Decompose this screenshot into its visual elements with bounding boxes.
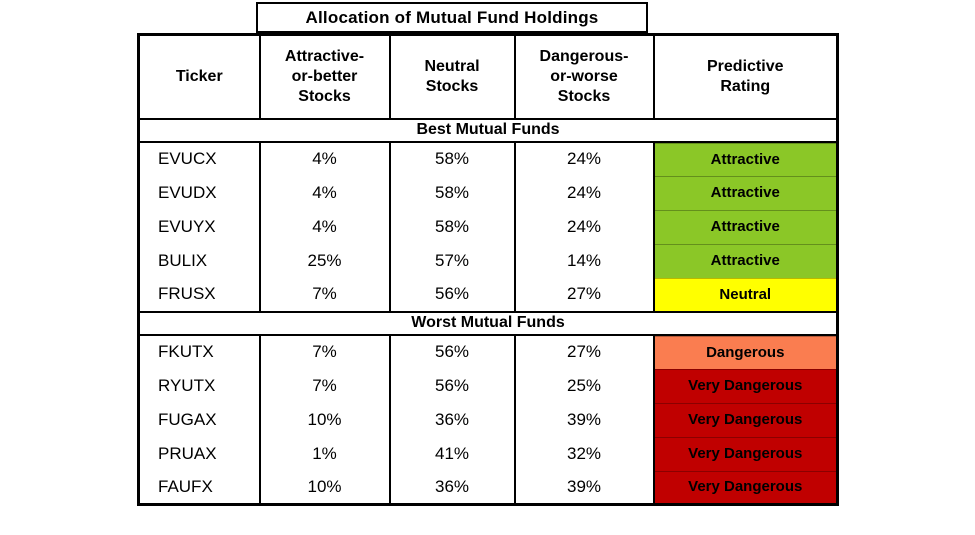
attractive-pct-cell: 4% — [259, 209, 391, 244]
ticker-cell: EVUCX — [138, 141, 261, 176]
ticker-cell: BULIX — [138, 243, 261, 278]
column-header-dangerous-or-worse: Dangerous- or-worse Stocks — [514, 34, 655, 120]
dangerous-pct-cell: 14% — [514, 243, 655, 278]
rating-cell: Very Dangerous — [653, 368, 839, 403]
column-header-ticker: Ticker — [138, 34, 261, 120]
table-row: FKUTX 7% 56% 27% Dangerous — [138, 334, 839, 369]
dangerous-pct-cell: 25% — [514, 368, 655, 403]
attractive-pct-cell: 25% — [259, 243, 391, 278]
column-header-attractive-or-better: Attractive- or-better Stocks — [259, 34, 391, 120]
rating-cell: Dangerous — [653, 334, 839, 369]
table-row: EVUDX 4% 58% 24% Attractive — [138, 175, 839, 210]
attractive-pct-cell: 4% — [259, 175, 391, 210]
column-header-neutral: Neutral Stocks — [389, 34, 516, 120]
neutral-pct-cell: 58% — [389, 209, 516, 244]
table-row: FAUFX 10% 36% 39% Very Dangerous — [138, 470, 839, 505]
neutral-pct-cell: 58% — [389, 141, 516, 176]
ticker-cell: EVUYX — [138, 209, 261, 244]
ticker-cell: EVUDX — [138, 175, 261, 210]
rating-cell: Attractive — [653, 209, 839, 244]
column-header-predictive-rating: Predictive Rating — [653, 34, 839, 120]
section-header-row: Best Mutual Funds — [138, 117, 839, 143]
table-body: Best Mutual Funds EVUCX 4% 58% 24% Attractive… — [138, 117, 839, 505]
rating-cell: Attractive — [653, 175, 839, 210]
dangerous-pct-cell: 39% — [514, 402, 655, 437]
table-title: Allocation of Mutual Fund Holdings — [256, 2, 648, 33]
neutral-pct-cell: 56% — [389, 368, 516, 403]
table-row: FRUSX 7% 56% 27% Neutral — [138, 277, 839, 312]
ticker-cell: FRUSX — [138, 277, 261, 312]
table-row: PRUAX 1% 41% 32% Very Dangerous — [138, 436, 839, 471]
neutral-pct-cell: 36% — [389, 470, 516, 505]
neutral-pct-cell: 56% — [389, 334, 516, 369]
dangerous-pct-cell: 24% — [514, 175, 655, 210]
table-row: EVUYX 4% 58% 24% Attractive — [138, 209, 839, 244]
ticker-cell: PRUAX — [138, 436, 261, 471]
attractive-pct-cell: 1% — [259, 436, 391, 471]
ticker-cell: FUGAX — [138, 402, 261, 437]
rating-cell: Neutral — [653, 277, 839, 312]
ticker-cell: RYUTX — [138, 368, 261, 403]
header-row: Ticker Attractive- or-better Stocks Neut… — [138, 34, 839, 120]
dangerous-pct-cell: 39% — [514, 470, 655, 505]
mutual-fund-table: Ticker Attractive- or-better Stocks Neut… — [137, 33, 839, 506]
dangerous-pct-cell: 27% — [514, 277, 655, 312]
ticker-cell: FAUFX — [138, 470, 261, 505]
section-label: Best Mutual Funds — [138, 117, 839, 143]
attractive-pct-cell: 7% — [259, 277, 391, 312]
dangerous-pct-cell: 24% — [514, 209, 655, 244]
table-row: RYUTX 7% 56% 25% Very Dangerous — [138, 368, 839, 403]
attractive-pct-cell: 7% — [259, 368, 391, 403]
table-row: EVUCX 4% 58% 24% Attractive — [138, 141, 839, 176]
section-label: Worst Mutual Funds — [138, 310, 839, 336]
neutral-pct-cell: 58% — [389, 175, 516, 210]
dangerous-pct-cell: 24% — [514, 141, 655, 176]
attractive-pct-cell: 4% — [259, 141, 391, 176]
rating-cell: Attractive — [653, 243, 839, 278]
rating-cell: Attractive — [653, 141, 839, 176]
neutral-pct-cell: 56% — [389, 277, 516, 312]
attractive-pct-cell: 10% — [259, 402, 391, 437]
rating-cell: Very Dangerous — [653, 402, 839, 437]
table-header: Ticker Attractive- or-better Stocks Neut… — [138, 34, 839, 120]
section-header-row: Worst Mutual Funds — [138, 310, 839, 336]
table-row: BULIX 25% 57% 14% Attractive — [138, 243, 839, 278]
dangerous-pct-cell: 32% — [514, 436, 655, 471]
dangerous-pct-cell: 27% — [514, 334, 655, 369]
rating-cell: Very Dangerous — [653, 436, 839, 471]
rating-cell: Very Dangerous — [653, 470, 839, 505]
table-container: Ticker Attractive- or-better Stocks Neut… — [137, 33, 839, 506]
attractive-pct-cell: 10% — [259, 470, 391, 505]
neutral-pct-cell: 57% — [389, 243, 516, 278]
neutral-pct-cell: 36% — [389, 402, 516, 437]
ticker-cell: FKUTX — [138, 334, 261, 369]
neutral-pct-cell: 41% — [389, 436, 516, 471]
attractive-pct-cell: 7% — [259, 334, 391, 369]
table-row: FUGAX 10% 36% 39% Very Dangerous — [138, 402, 839, 437]
